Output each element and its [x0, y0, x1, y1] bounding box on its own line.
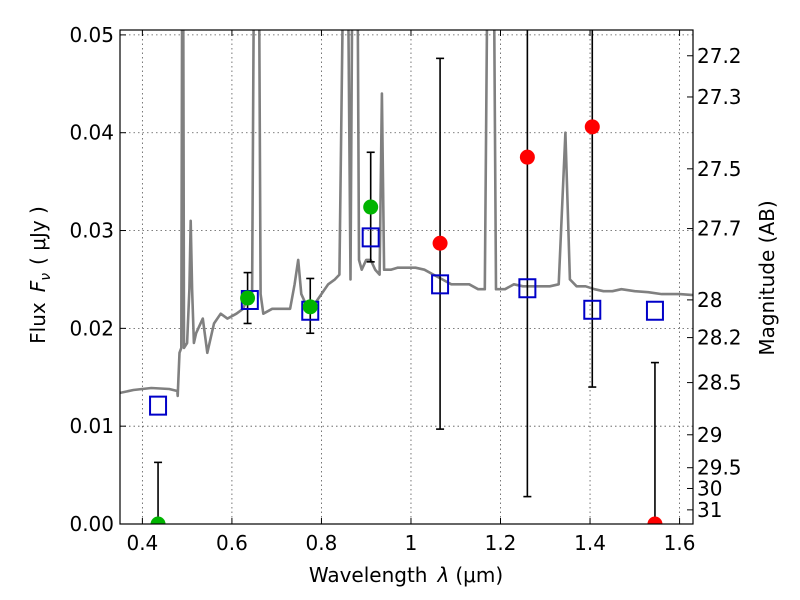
y-tick-label: 0.05 — [69, 23, 114, 47]
y2-tick-label: 28 — [697, 288, 722, 312]
y2-tick-label: 27.2 — [697, 44, 742, 68]
y2-tick-label: 27.7 — [697, 217, 742, 241]
nondetection-point — [519, 149, 535, 165]
y2-tick-label: 31 — [697, 498, 722, 522]
grid-lines — [120, 30, 693, 524]
y2-tick-label: 28.5 — [697, 371, 742, 395]
plot-frame — [119, 29, 694, 525]
nondetection-point — [432, 235, 448, 251]
x-tick-label: 1.2 — [485, 531, 517, 555]
y2-tick-label: 27.5 — [697, 157, 742, 181]
x-tick-label: 0.6 — [216, 531, 248, 555]
y-axis-ticks: 0.00 0.01 0.02 0.03 0.04 0.05 — [69, 23, 126, 536]
x-tick-label: 0.4 — [126, 531, 158, 555]
y-tick-label: 0.00 — [69, 512, 114, 536]
observed-photometry-points — [150, 119, 663, 524]
y2-tick-label: 30 — [697, 476, 722, 500]
model-spectrum-line — [120, 30, 693, 398]
x-tick-label: 1.4 — [574, 531, 606, 555]
x-tick-label: 1.6 — [664, 531, 696, 555]
model-photometry-square — [583, 299, 602, 320]
x-tick-label: 1 — [405, 531, 418, 555]
model-photometry-square — [431, 274, 450, 295]
model-photometry-square — [149, 395, 168, 416]
model-photometry-square — [361, 227, 380, 248]
detection-point — [302, 299, 318, 315]
y2-tick-label: 28.2 — [697, 326, 742, 350]
detection-point — [150, 516, 166, 524]
y2-axis-label: Magnitude (AB) — [755, 200, 779, 355]
nondetection-point — [647, 516, 663, 524]
model-photometry-square — [518, 278, 537, 299]
y2-tick-label: 27.3 — [697, 85, 742, 109]
y2-tick-label: 29.5 — [697, 456, 742, 480]
y-tick-label: 0.01 — [69, 414, 114, 438]
y-tick-label: 0.02 — [69, 316, 114, 340]
y-tick-label: 0.03 — [69, 219, 114, 243]
nondetection-point — [584, 119, 600, 135]
x-axis-ticks: 0.4 0.6 0.8 1 1.2 1.4 1.6 — [126, 30, 695, 555]
detection-point — [240, 290, 256, 306]
y-tick-label: 0.04 — [69, 121, 114, 145]
y-axis-label: FluxFν( μJy ) — [26, 206, 54, 344]
x-axis-label: Wavelength λ (μm) — [309, 563, 503, 587]
x-tick-label: 0.8 — [306, 531, 338, 555]
detection-point — [363, 199, 379, 215]
model-photometry-square — [645, 300, 664, 321]
y2-tick-label: 29 — [697, 423, 722, 447]
